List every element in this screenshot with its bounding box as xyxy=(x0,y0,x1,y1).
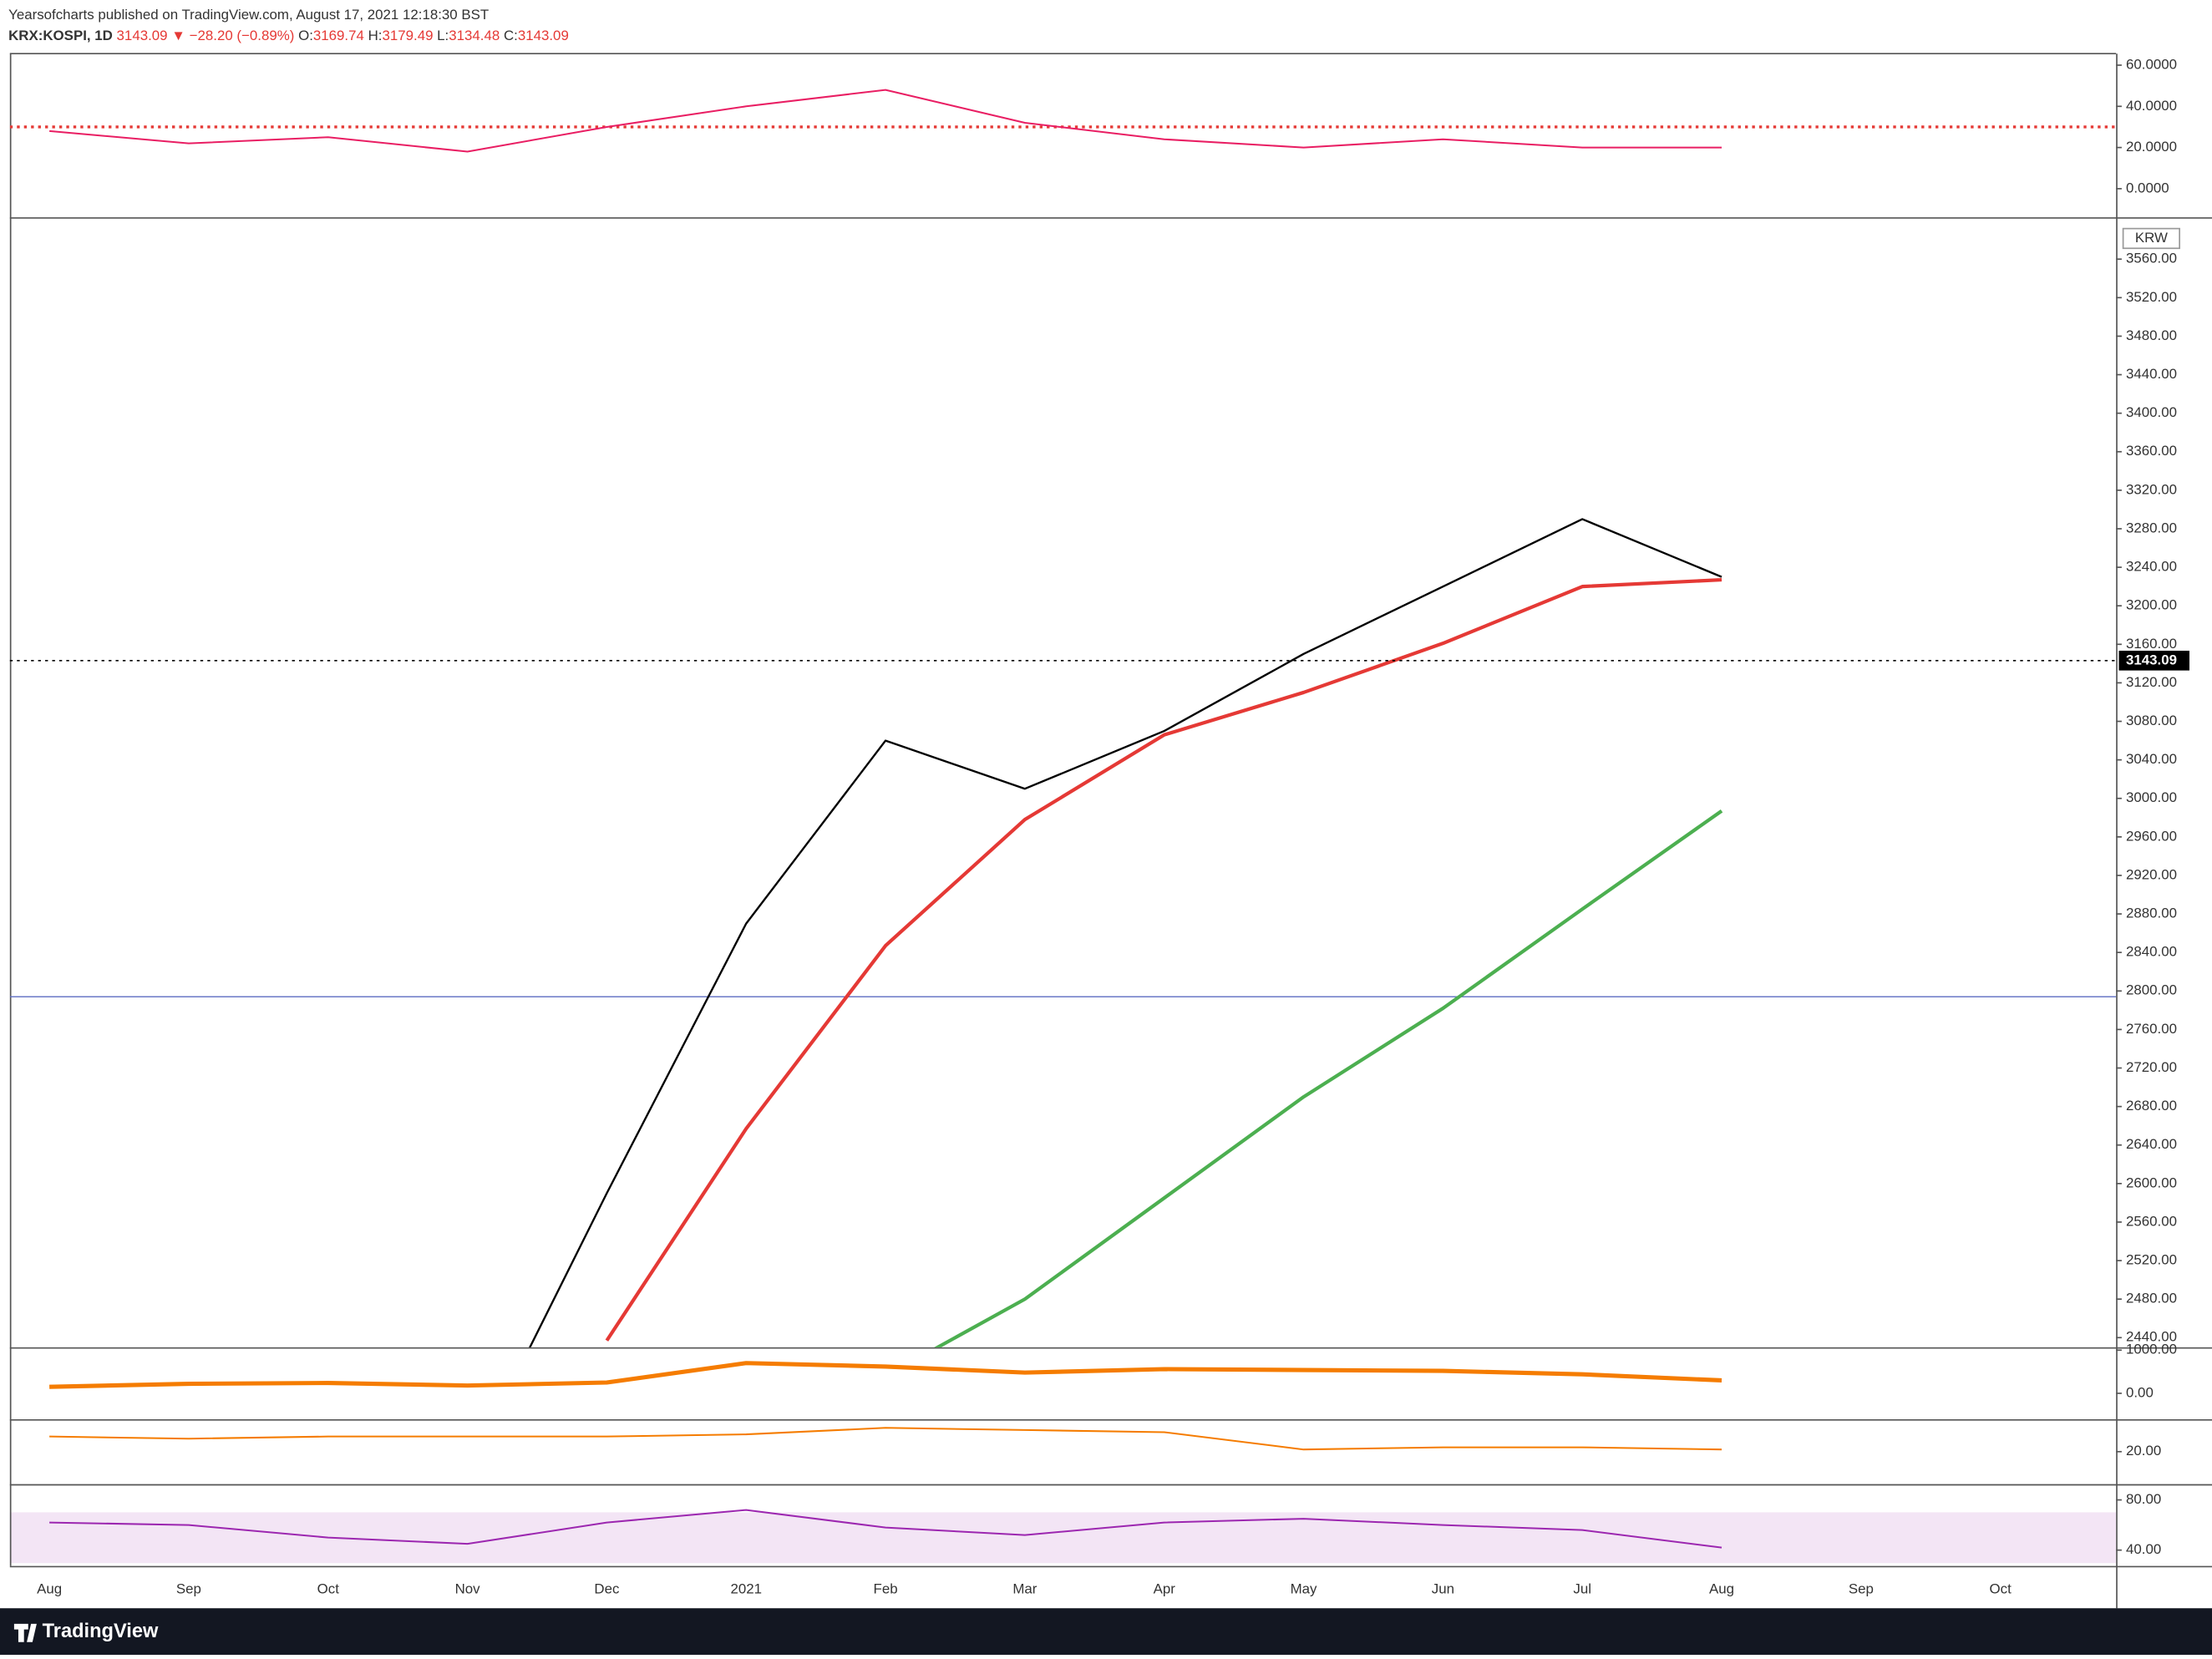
currency-box xyxy=(2122,227,2181,250)
y-tick-label: 2960.00 xyxy=(2126,828,2177,844)
y-tick-label: 2920.00 xyxy=(2126,866,2177,882)
y-tick-label: 2880.00 xyxy=(2126,906,2177,921)
x-tick-label: Sep xyxy=(1849,1581,1874,1597)
ohlc-label: O: xyxy=(298,28,313,43)
y-tick-label: 2760.00 xyxy=(2126,1021,2177,1037)
pane-frames xyxy=(9,53,2212,1609)
symbol: KRX:KOSPI, 1D xyxy=(8,28,113,43)
x-tick-label: Oct xyxy=(317,1581,340,1597)
ohlc-value: 3179.49 xyxy=(382,28,433,43)
x-tick-label: Jul xyxy=(1573,1581,1591,1597)
y-tick-label: 0.00 xyxy=(2126,1384,2154,1400)
y-tick-label: 3000.00 xyxy=(2126,789,2177,805)
y-tick-label: 3280.00 xyxy=(2126,520,2177,535)
ohlc-value: 3134.48 xyxy=(449,28,500,43)
y-tick-label: 60.0000 xyxy=(2126,56,2177,72)
logo: TradingView xyxy=(43,1621,159,1642)
y-tick-label: 3360.00 xyxy=(2126,443,2177,459)
rsi-band xyxy=(9,1512,2117,1564)
y-tick-label: 2480.00 xyxy=(2126,1291,2177,1306)
series-line xyxy=(529,518,1722,1347)
x-tick-label: Apr xyxy=(1154,1581,1176,1597)
sub-plots xyxy=(9,89,2117,1549)
y-tick-label: 2640.00 xyxy=(2126,1136,2177,1152)
x-tick-label: Jun xyxy=(1432,1581,1454,1597)
x-tick-label: Feb xyxy=(874,1581,898,1597)
x-tick-label: Nov xyxy=(455,1581,481,1597)
y-tick-label: 2720.00 xyxy=(2126,1059,2177,1075)
y-tick-label: 3040.00 xyxy=(2126,751,2177,767)
y-tick-label: 3400.00 xyxy=(2126,404,2177,420)
y-tick-label: 1000.00 xyxy=(2126,1342,2177,1357)
x-tick-label: Dec xyxy=(594,1581,619,1597)
currency: KRW xyxy=(2135,230,2168,246)
x-tick-label: May xyxy=(1291,1581,1317,1597)
y-tick-label: 2840.00 xyxy=(2126,944,2177,960)
y-tick-label: 3520.00 xyxy=(2126,289,2177,305)
y-tick-label: 40.00 xyxy=(2126,1541,2161,1557)
y-tick-label: 2520.00 xyxy=(2126,1252,2177,1268)
publisher: Yearsofcharts published on TradingView.c… xyxy=(8,7,489,23)
y-tick-label: 3560.00 xyxy=(2126,251,2177,266)
y-tick-label: 3080.00 xyxy=(2126,713,2177,728)
last-price-box xyxy=(2118,650,2189,671)
footer xyxy=(0,1608,2212,1655)
x-tick-label: Sep xyxy=(176,1581,201,1597)
y-tick-label: 3120.00 xyxy=(2126,674,2177,690)
y-tick-label: 3160.00 xyxy=(2126,636,2177,652)
price: 3143.09 xyxy=(117,28,168,43)
y-tick-label: 0.0000 xyxy=(2126,180,2169,195)
series-line xyxy=(49,89,1722,153)
main-plot xyxy=(9,518,2117,1347)
y-tick-label: 3240.00 xyxy=(2126,559,2177,575)
y-tick-label: 2560.00 xyxy=(2126,1213,2177,1229)
y-tick-label: 3480.00 xyxy=(2126,327,2177,343)
y-tick-label: 20.0000 xyxy=(2126,139,2177,155)
y-tick-label: 2680.00 xyxy=(2126,1098,2177,1114)
ohlc-value: 3143.09 xyxy=(518,28,569,43)
y-tick-label: 3320.00 xyxy=(2126,481,2177,497)
series-line xyxy=(934,809,1723,1347)
y-tick-label: 80.00 xyxy=(2126,1491,2161,1507)
logo-icon xyxy=(13,1623,37,1642)
ohlc-value: 3169.74 xyxy=(313,28,364,43)
x-tick-label: Aug xyxy=(1709,1581,1734,1597)
quote-line: KRX:KOSPI, 1D 3143.09 ▼ −28.20 (−0.89%) … xyxy=(8,28,569,43)
series-line xyxy=(605,577,1722,1342)
y-tick-label: 2600.00 xyxy=(2126,1174,2177,1190)
ohlc-label: C: xyxy=(504,28,518,43)
y-tick-label: 2800.00 xyxy=(2126,982,2177,998)
y-tick-label: 2440.00 xyxy=(2126,1329,2177,1345)
y-tick-label: 20.00 xyxy=(2126,1443,2161,1459)
x-tick-label: Oct xyxy=(1990,1581,2012,1597)
y-tick-label: 40.0000 xyxy=(2126,98,2177,114)
x-tick-label: Mar xyxy=(1012,1581,1037,1597)
ohlc-label: L: xyxy=(437,28,449,43)
change: ▼ −28.20 (−0.89%) xyxy=(171,28,294,43)
y-tick-label: 3200.00 xyxy=(2126,597,2177,613)
ohlc-label: H: xyxy=(368,28,383,43)
y-tick-label: 3440.00 xyxy=(2126,366,2177,382)
series-line xyxy=(49,1509,1722,1549)
x-tick-label: Aug xyxy=(37,1581,62,1597)
series-line xyxy=(49,1427,1722,1451)
last-price-label: 3143.09 xyxy=(2126,652,2177,667)
x-tick-label: 2021 xyxy=(730,1581,762,1597)
series-line xyxy=(49,1361,1722,1389)
